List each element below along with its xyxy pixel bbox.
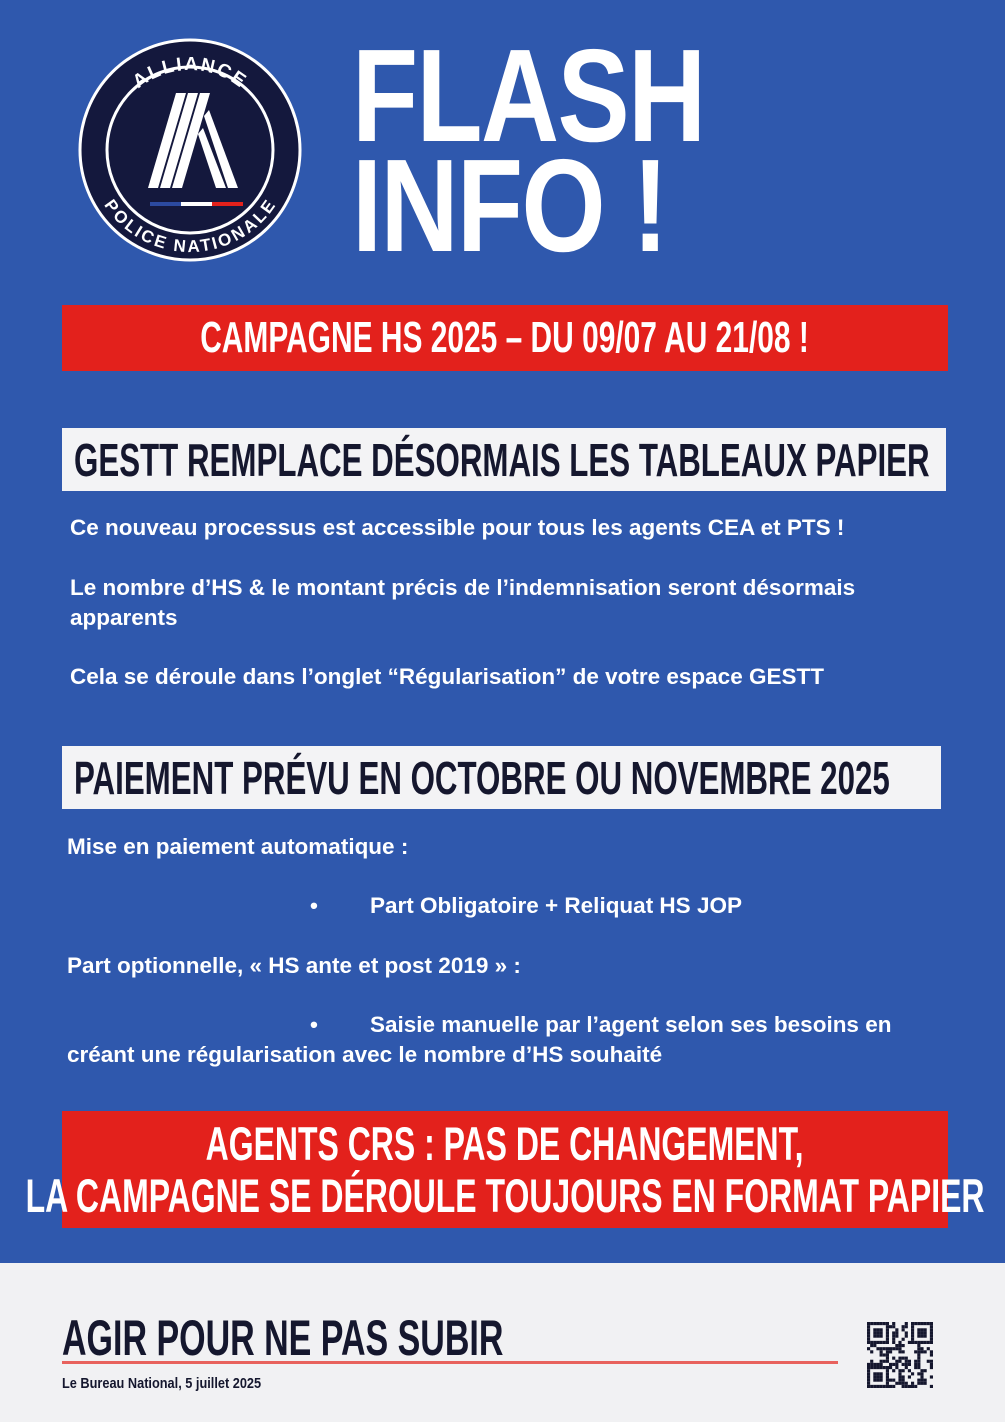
footer: AGIR POUR NE PAS SUBIR Le Bureau Nationa… <box>0 1263 1005 1422</box>
paragraph: Le nombre d’HS & le montant précis de l’… <box>70 575 856 630</box>
crs-line1: AGENTS CRS : PAS DE CHANGEMENT, <box>206 1116 804 1170</box>
paragraph: Part optionnelle, « HS ante et post 2019… <box>67 953 521 978</box>
campaign-banner: CAMPAGNE HS 2025 – DU 09/07 AU 21/08 ! <box>62 305 948 371</box>
bullet-item: Part Obligatoire + Reliquat HS JOP <box>370 893 742 918</box>
paragraph: Ce nouveau processus est accessible pour… <box>70 515 845 540</box>
signature: Le Bureau National, 5 juillet 2025 <box>62 1375 262 1392</box>
paragraph: Cela se déroule dans l’onglet “Régularis… <box>70 664 824 689</box>
bullet-item: Saisie manuelle par l’agent selon ses be… <box>370 1012 892 1037</box>
paragraph: Mise en paiement automatique : <box>67 834 409 859</box>
crs-banner: AGENTS CRS : PAS DE CHANGEMENT, LA CAMPA… <box>26 1111 984 1228</box>
alliance-logo: ALLIANCE POLICE NATIONALE <box>78 38 302 262</box>
bullet-icon: • <box>310 893 318 918</box>
flash-title: FLASH <box>352 22 706 169</box>
crs-line2: LA CAMPAGNE SE DÉROULE TOUJOURS EN FORMA… <box>25 1168 985 1222</box>
section1-title: GESTT REMPLACE DÉSORMAIS LES TABLEAUX PA… <box>62 428 946 491</box>
bullet-item-continued: créant une régularisation avec le nombre… <box>67 1042 663 1067</box>
bullet-icon: • <box>310 1012 318 1037</box>
section2-title: PAIEMENT PRÉVU EN OCTOBRE OU NOVEMBRE 20… <box>62 746 941 809</box>
info-title: INFO ! <box>352 132 668 279</box>
divider <box>62 1361 838 1364</box>
qr-code-icon[interactable] <box>866 1322 934 1388</box>
slogan: AGIR POUR NE PAS SUBIR <box>62 1310 504 1366</box>
